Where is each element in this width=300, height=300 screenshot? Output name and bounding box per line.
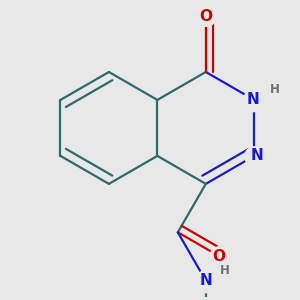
Text: N: N: [246, 92, 259, 107]
Text: H: H: [220, 264, 230, 277]
Text: N: N: [251, 148, 264, 164]
Text: O: O: [212, 249, 226, 264]
Text: H: H: [270, 83, 280, 96]
Text: O: O: [199, 8, 212, 23]
Text: N: N: [200, 273, 212, 288]
